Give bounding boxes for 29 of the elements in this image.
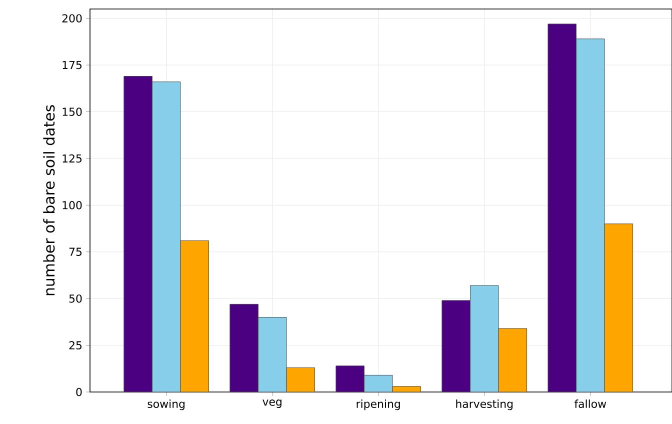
- bar: [286, 368, 315, 392]
- bar: [258, 317, 286, 392]
- y-tick-label: 150: [62, 108, 82, 116]
- y-tick-label: 0: [76, 388, 82, 396]
- bar: [230, 304, 258, 392]
- x-tick-label: ripening: [356, 400, 400, 410]
- y-tick-label: 75: [69, 248, 82, 256]
- bar: [548, 24, 576, 392]
- x-tick-label: harvesting: [456, 400, 513, 410]
- bar: [180, 240, 209, 392]
- y-tick-label: 175: [62, 60, 82, 70]
- y-tick-label: 125: [62, 154, 82, 163]
- bar: [604, 224, 634, 392]
- x-tick-label: sowing: [148, 400, 184, 410]
- y-tick-label: 25: [69, 341, 82, 350]
- bar: [336, 366, 364, 392]
- bar: [576, 38, 605, 392]
- y-tick-label: 50: [69, 294, 82, 303]
- y-tick-label: 200: [62, 14, 82, 22]
- bar: [152, 82, 180, 392]
- y-axis-title: number of bare soil dates: [43, 105, 55, 296]
- bar: [470, 286, 498, 392]
- x-tick-label: veg: [262, 400, 282, 408]
- bar: [498, 328, 527, 392]
- y-tick-label: 100: [62, 201, 82, 210]
- bar: [124, 76, 152, 392]
- bar: [442, 300, 470, 392]
- bar: [364, 375, 392, 392]
- x-tick-label: fallow: [574, 400, 606, 408]
